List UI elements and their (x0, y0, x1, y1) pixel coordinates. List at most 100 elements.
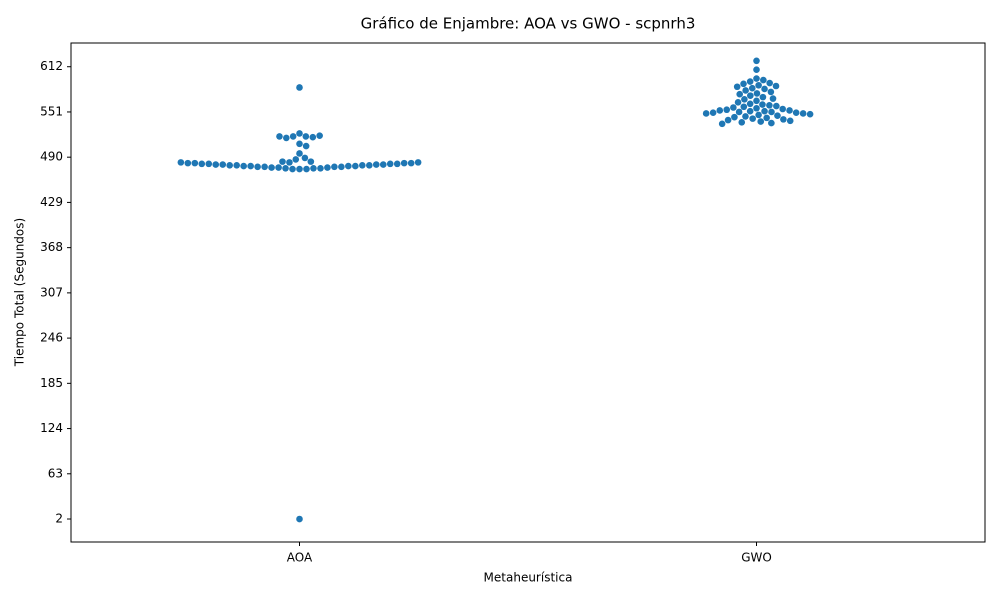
point (748, 84, 756, 92)
point (338, 163, 345, 171)
point (702, 110, 710, 117)
y-tick-label: 429 (40, 195, 63, 209)
y-axis-label: Tiempo Total (Segundos) (13, 218, 27, 367)
point (296, 84, 303, 91)
point (177, 159, 185, 166)
point (753, 66, 760, 73)
point (379, 161, 387, 168)
point (773, 102, 780, 110)
point (768, 108, 775, 116)
point (766, 79, 773, 87)
point (309, 133, 317, 141)
y-tick-label: 551 (40, 104, 63, 118)
point (310, 165, 317, 172)
point (289, 165, 296, 173)
point (780, 116, 787, 123)
point (735, 108, 743, 116)
point (414, 159, 422, 166)
point (226, 162, 233, 169)
point (184, 159, 192, 167)
y-tick-label: 612 (40, 59, 63, 73)
point (753, 104, 760, 112)
point (324, 164, 331, 171)
point (742, 87, 749, 94)
point (302, 142, 310, 150)
point (191, 159, 199, 167)
point (724, 116, 732, 124)
point (747, 92, 754, 99)
point (766, 101, 773, 109)
point (755, 111, 762, 119)
point (292, 156, 300, 163)
point (331, 163, 338, 171)
point (749, 115, 756, 122)
point (786, 117, 794, 125)
point (742, 113, 749, 120)
y-tick-label: 307 (40, 285, 63, 299)
point (212, 161, 220, 168)
point (275, 164, 282, 171)
point (296, 130, 303, 137)
point (247, 162, 254, 170)
x-tick-label: AOA (287, 551, 313, 565)
point (741, 96, 748, 103)
point (740, 80, 747, 88)
point (759, 93, 767, 101)
point (761, 85, 768, 93)
plot-frame (70, 42, 986, 543)
point (733, 83, 741, 91)
point (718, 120, 726, 128)
point (407, 159, 415, 167)
point (317, 165, 324, 172)
point (753, 90, 761, 97)
y-tick-label: 368 (40, 240, 63, 254)
point (302, 133, 310, 140)
point (753, 75, 760, 82)
point (753, 57, 760, 65)
chart-title: Gráfico de Enjambre: AOA vs GWO - scpnrh… (361, 15, 696, 33)
point (767, 88, 775, 96)
point (740, 103, 748, 111)
point (757, 118, 765, 125)
y-tick-label: 490 (40, 150, 63, 164)
point (393, 160, 401, 168)
point (400, 159, 408, 167)
point (792, 109, 800, 116)
point (731, 113, 738, 121)
point (769, 95, 777, 102)
point (233, 162, 240, 169)
point (296, 150, 303, 157)
point (746, 107, 754, 115)
point (760, 76, 767, 84)
point (261, 163, 268, 171)
y-tick-label: 2 (55, 512, 63, 526)
point (359, 162, 366, 169)
point (723, 106, 731, 114)
point (768, 119, 775, 127)
point (386, 160, 394, 168)
point (799, 110, 807, 117)
y-tick-label: 185 (40, 376, 63, 390)
point (806, 110, 814, 118)
point (276, 133, 283, 140)
point (716, 107, 724, 114)
point (736, 90, 743, 98)
point (734, 99, 742, 106)
point (296, 515, 303, 523)
point (774, 112, 781, 119)
point (301, 154, 309, 162)
point (761, 107, 768, 115)
x-tick-label: GWO (741, 551, 772, 565)
y-tick-label: 246 (40, 331, 63, 345)
point (283, 134, 290, 142)
point (289, 133, 297, 140)
point (282, 165, 289, 172)
point (205, 160, 213, 168)
point (286, 159, 293, 166)
point (366, 162, 373, 169)
point (240, 162, 247, 170)
point (753, 97, 760, 105)
point (746, 100, 754, 108)
point (307, 158, 315, 165)
point (296, 140, 303, 148)
